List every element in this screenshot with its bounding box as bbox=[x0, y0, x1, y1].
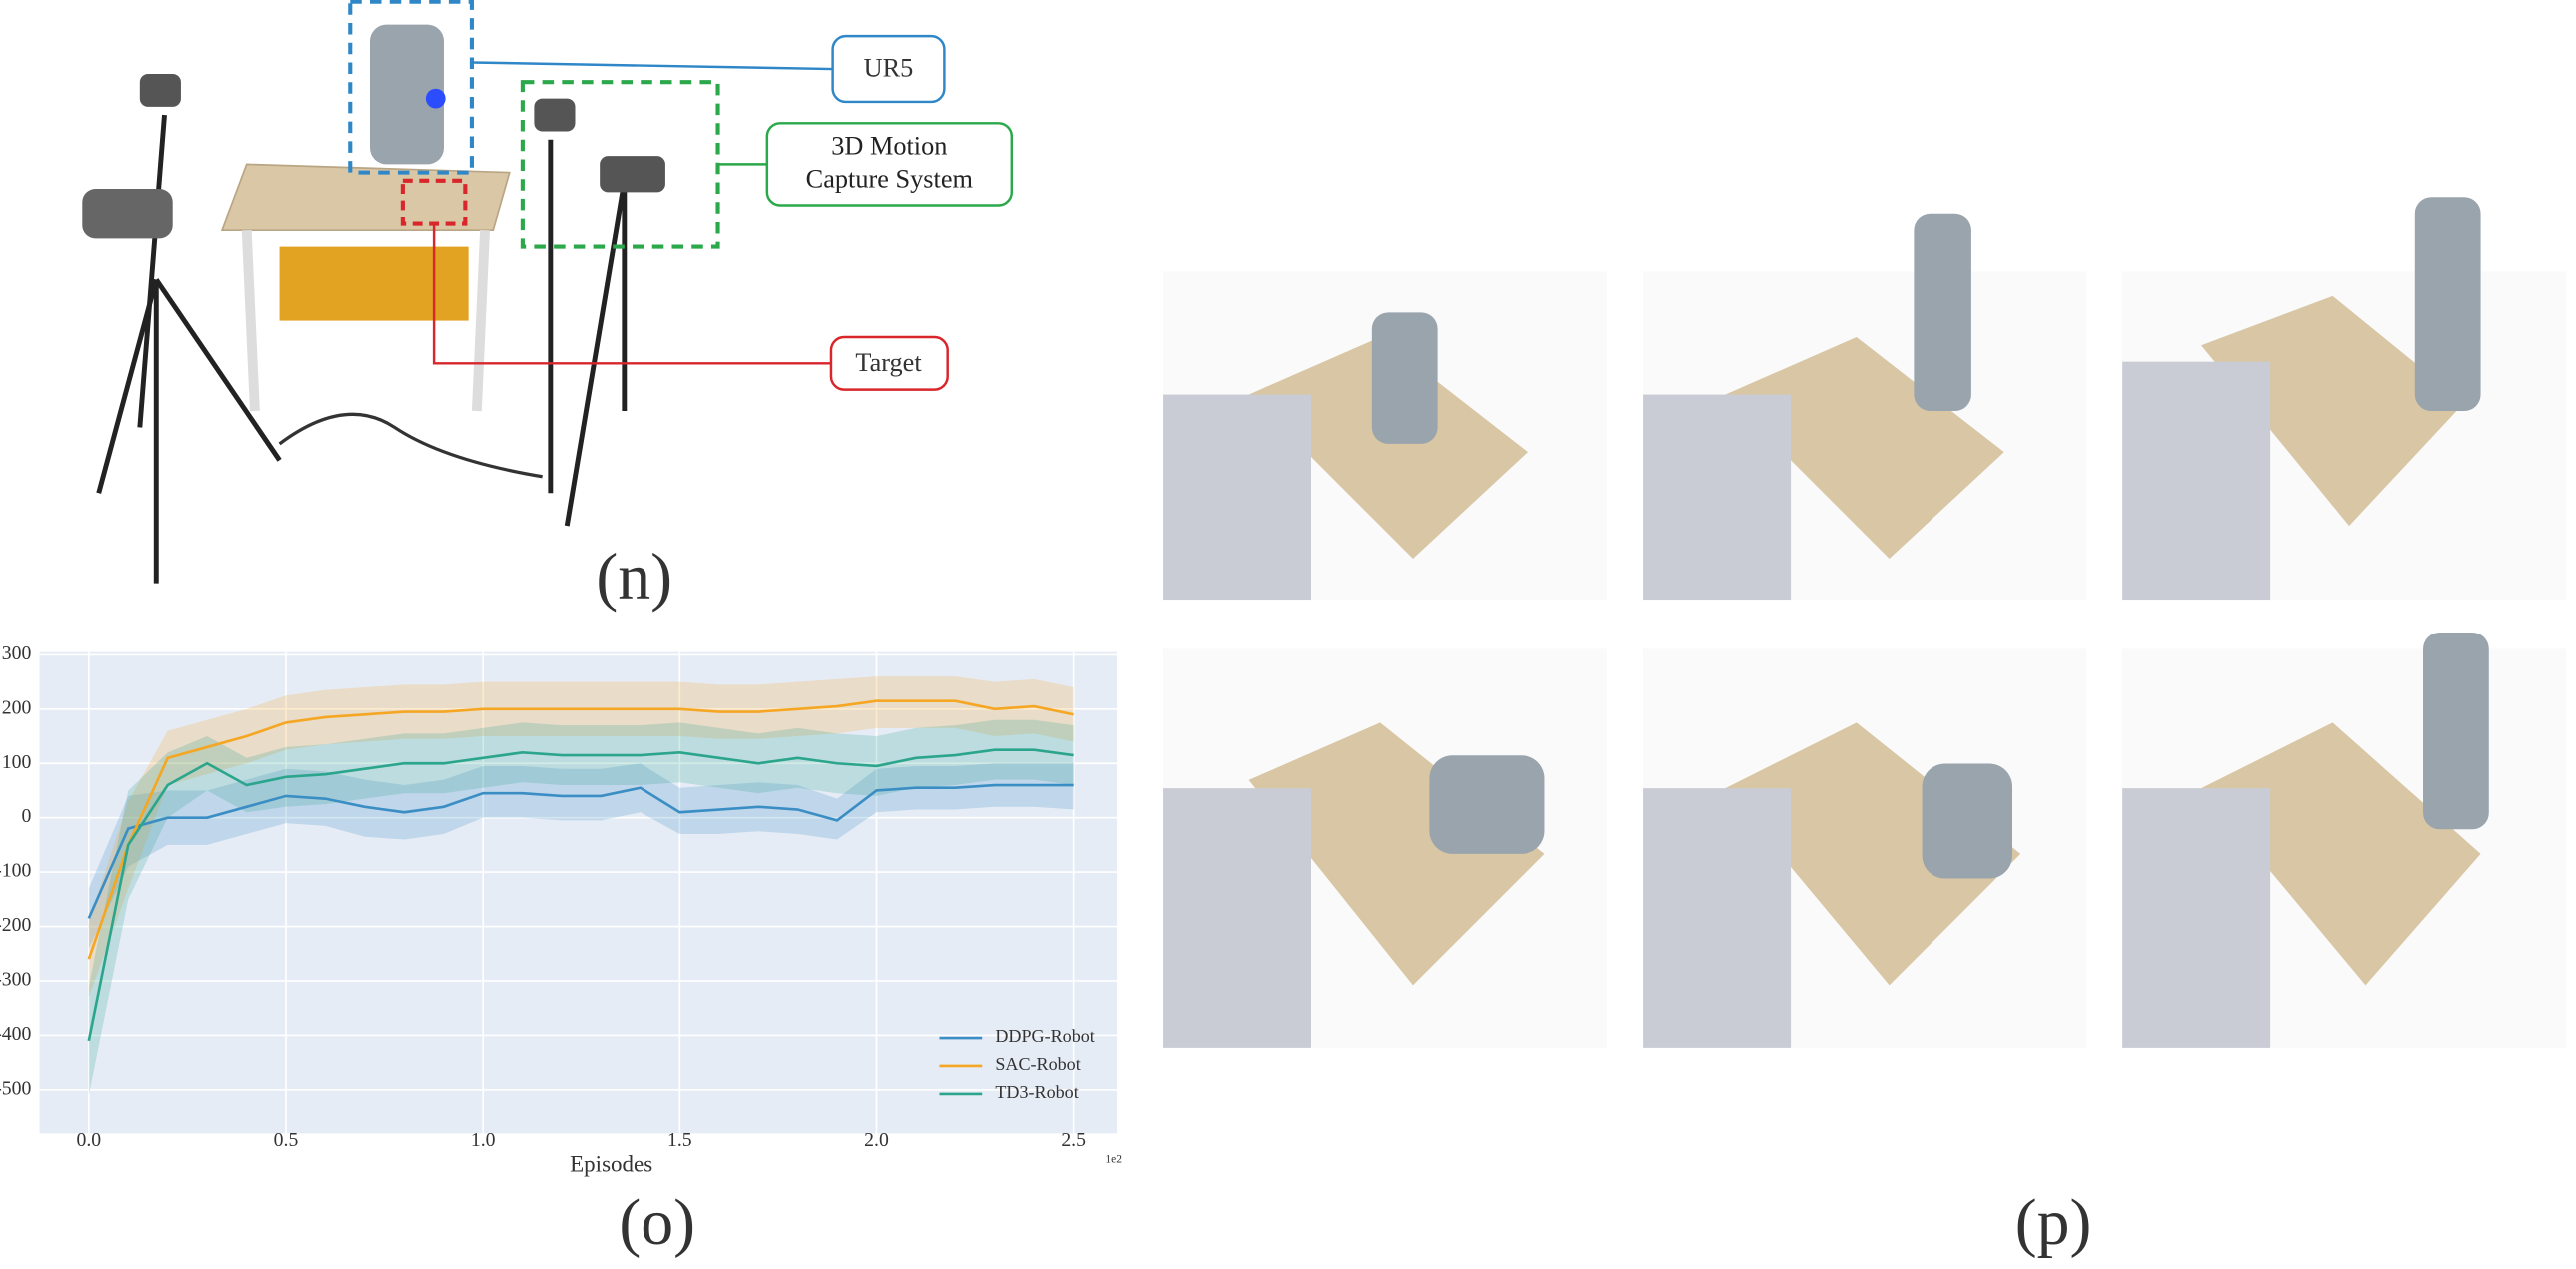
x-offset-label: 1e2 bbox=[1105, 1153, 1122, 1165]
y-tick-label: -500 bbox=[0, 1077, 31, 1099]
setup-photo bbox=[49, 0, 755, 592]
y-tick-label: 200 bbox=[2, 696, 32, 718]
legend-label: TD3-Robot bbox=[995, 1082, 1078, 1102]
panel-label: (n) bbox=[596, 541, 672, 614]
figure: UR5 3D Motion Capture System Target (n) … bbox=[0, 0, 2576, 1269]
x-axis-label: Episodes bbox=[570, 1151, 652, 1177]
photo bbox=[1163, 648, 1607, 1047]
photo bbox=[2122, 633, 2566, 1048]
legend-label: DDPG-Robot bbox=[995, 1026, 1094, 1046]
chart: 3002001000-100-200-300-400-5000.00.51.01… bbox=[0, 642, 1122, 1177]
callout-text: Target bbox=[855, 348, 922, 377]
photo-grid bbox=[1163, 197, 2566, 1048]
y-tick-label: -100 bbox=[0, 860, 31, 882]
y-tick-label: -400 bbox=[0, 1023, 31, 1045]
photo bbox=[2122, 197, 2566, 600]
y-tick-label: -200 bbox=[0, 914, 31, 936]
callout-text: 3D Motion Capture System bbox=[796, 132, 982, 198]
y-tick-label: -300 bbox=[0, 968, 31, 990]
photo bbox=[1643, 214, 2086, 600]
callout-text: UR5 bbox=[864, 54, 914, 83]
y-tick-label: 100 bbox=[2, 751, 32, 773]
callout-text-wrapper: 3D Motion Capture System bbox=[796, 132, 982, 204]
y-tick-label: 300 bbox=[2, 642, 32, 664]
legend-label: SAC-Robot bbox=[995, 1054, 1080, 1074]
photo bbox=[1643, 648, 2086, 1047]
panel-label: (p) bbox=[2015, 1186, 2092, 1259]
panel-label: (o) bbox=[619, 1186, 695, 1259]
y-tick-label: 0 bbox=[21, 805, 31, 827]
photo bbox=[1163, 271, 1607, 600]
